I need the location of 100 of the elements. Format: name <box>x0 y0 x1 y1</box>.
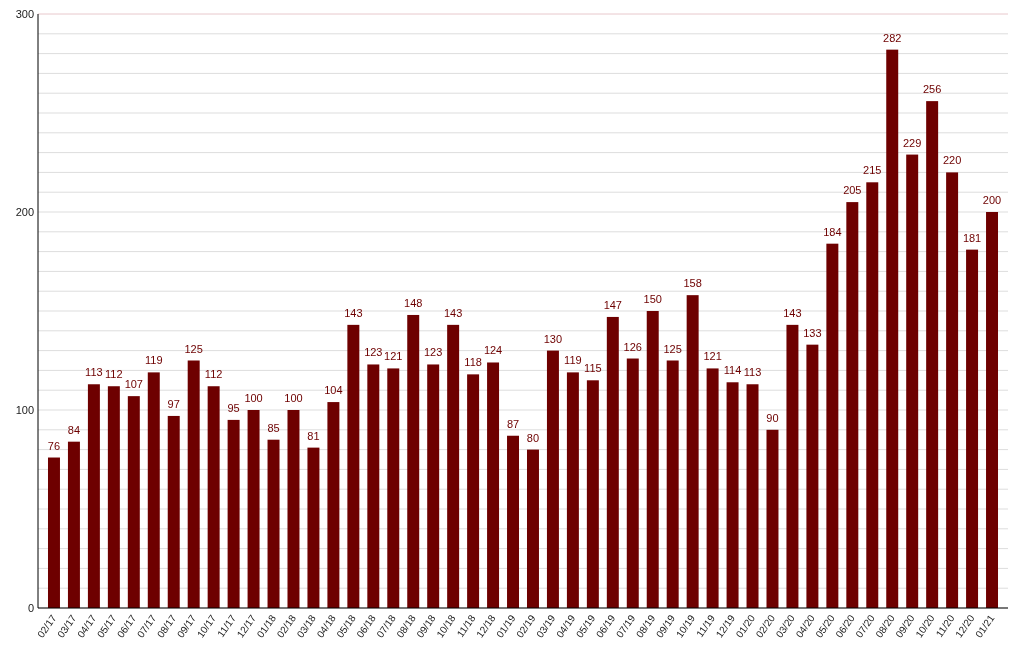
data-label: 205 <box>843 184 862 197</box>
data-label: 115 <box>584 362 602 375</box>
data-label: 133 <box>803 326 822 339</box>
bar <box>846 202 859 608</box>
data-label: 181 <box>962 231 982 244</box>
y-tick-label: 0 <box>27 601 34 614</box>
bar <box>686 295 699 608</box>
data-label: 147 <box>603 298 622 311</box>
data-label: 143 <box>443 306 463 319</box>
data-label: 229 <box>903 136 922 149</box>
bar <box>87 384 100 608</box>
data-label: 121 <box>703 350 722 363</box>
data-label: 148 <box>404 296 423 309</box>
data-label: 80 <box>526 431 540 444</box>
bar <box>946 172 959 608</box>
data-label: 107 <box>124 378 143 391</box>
bar <box>367 364 380 608</box>
data-label: 150 <box>643 293 662 305</box>
data-label: 113 <box>85 366 103 379</box>
bar <box>307 447 320 608</box>
bar <box>127 396 140 608</box>
bar <box>866 182 879 608</box>
data-label: 124 <box>483 344 503 357</box>
data-label: 119 <box>564 354 582 367</box>
bar <box>67 441 80 608</box>
data-label: 200 <box>982 194 1002 206</box>
bar <box>726 382 739 608</box>
data-label: 184 <box>823 225 842 238</box>
bar <box>606 316 619 608</box>
bar <box>207 386 220 608</box>
bar <box>187 360 200 608</box>
data-label: 256 <box>922 83 942 96</box>
data-label: 112 <box>204 368 223 381</box>
data-label: 215 <box>863 164 882 177</box>
data-label: 118 <box>464 356 482 369</box>
y-tick-label: 100 <box>15 403 34 416</box>
data-label: 85 <box>267 421 280 434</box>
data-label: 112 <box>105 368 123 381</box>
data-label: 84 <box>67 423 81 436</box>
data-label: 143 <box>783 306 802 319</box>
data-label: 76 <box>47 439 61 452</box>
data-label: 158 <box>683 277 702 290</box>
bar <box>906 154 919 608</box>
data-label: 220 <box>942 154 962 167</box>
bar <box>347 324 360 608</box>
bar <box>167 415 180 608</box>
data-label: 126 <box>623 340 642 353</box>
bar <box>966 249 979 608</box>
y-tick-label: 200 <box>15 205 34 218</box>
data-label: 81 <box>307 429 320 442</box>
data-label: 282 <box>883 31 902 44</box>
bar <box>327 402 340 608</box>
bar <box>786 324 799 608</box>
data-label: 100 <box>244 392 263 404</box>
bar <box>287 410 300 608</box>
bar <box>886 49 899 608</box>
data-label: 143 <box>344 306 363 319</box>
bar <box>526 449 539 608</box>
bar <box>626 358 639 608</box>
bar <box>47 457 60 608</box>
bar <box>447 324 460 608</box>
bar <box>427 364 440 608</box>
data-label: 123 <box>424 346 443 359</box>
data-label: 113 <box>743 366 762 379</box>
bar <box>107 386 120 608</box>
bar <box>806 344 819 608</box>
data-label: 121 <box>384 350 403 363</box>
data-label: 104 <box>324 384 343 397</box>
bar <box>546 350 559 608</box>
bar <box>586 380 599 608</box>
data-label: 100 <box>284 392 303 404</box>
bar <box>407 314 420 608</box>
bar <box>267 439 280 608</box>
data-label: 119 <box>144 354 163 367</box>
bar <box>826 243 839 608</box>
data-label: 95 <box>227 401 240 414</box>
data-label: 114 <box>723 364 742 377</box>
bar <box>766 429 779 608</box>
data-label: 123 <box>364 346 383 359</box>
data-label: 125 <box>184 342 203 355</box>
bar <box>387 368 400 608</box>
bar <box>227 419 240 608</box>
bar <box>507 435 520 608</box>
data-label: 97 <box>167 397 180 410</box>
bar <box>467 374 480 608</box>
y-tick-label: 300 <box>15 7 34 20</box>
bar <box>487 362 500 608</box>
data-label: 130 <box>543 332 563 345</box>
data-label: 125 <box>663 342 682 355</box>
bar <box>646 311 659 608</box>
bar <box>706 368 719 608</box>
bar <box>746 384 759 608</box>
bar <box>986 212 999 608</box>
bar <box>666 360 679 608</box>
data-label: 87 <box>506 417 520 430</box>
bar <box>147 372 160 608</box>
bar <box>247 410 260 608</box>
bar <box>926 101 939 608</box>
data-label: 90 <box>766 411 779 424</box>
bar <box>566 372 579 608</box>
